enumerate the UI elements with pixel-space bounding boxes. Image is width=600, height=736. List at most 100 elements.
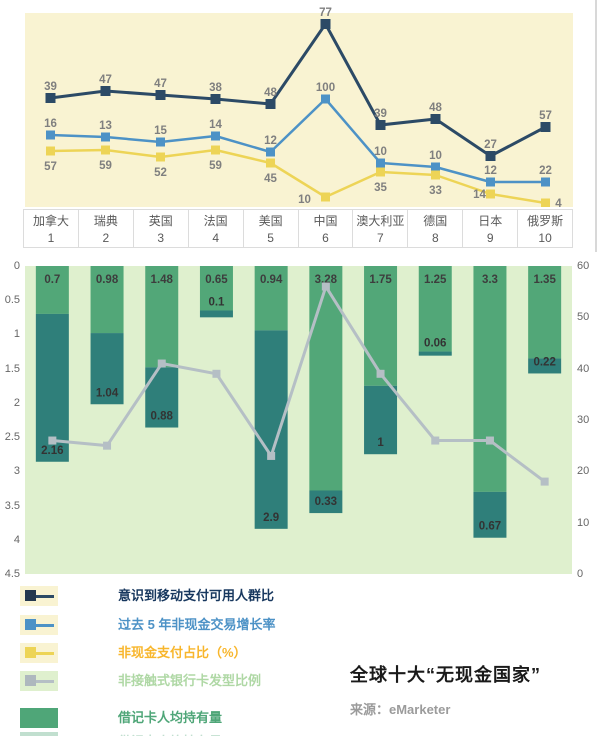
series-2-data-label: 4: [555, 198, 562, 207]
bar-segment-green: [364, 266, 398, 386]
legend-line-glyph: [34, 680, 54, 683]
bar-label-green: 0.65: [205, 274, 228, 286]
country-rank: 2: [102, 230, 110, 245]
series-2-data-label: 33: [429, 185, 442, 197]
series-1-data-label: 14: [209, 119, 222, 131]
series-2-data-label: 57: [44, 161, 57, 173]
bar-label-green: 0.94: [260, 274, 283, 286]
contactless-line-marker: [376, 369, 385, 378]
bar-segment-teal: [90, 333, 124, 405]
series-line-2: [50, 148, 546, 205]
left-axis-tick: 1: [13, 328, 20, 341]
legend-label-5: 借记卡人均持有量: [118, 710, 223, 725]
legend-item-4: 非接触式银行卡发型比例: [20, 671, 360, 691]
legend-item-1: 意识到移动支付可用人群比: [20, 586, 360, 606]
right-axis-tick: 60: [577, 260, 590, 272]
bar-segment-teal: [254, 330, 288, 529]
series-2-marker: [376, 167, 385, 177]
series-1-data-label: 12: [264, 135, 277, 147]
series-1-data-label: 100: [316, 82, 335, 94]
country-rank: 4: [212, 230, 220, 245]
series-0-marker: [265, 99, 276, 109]
bar-label-green: 1.48: [151, 274, 174, 286]
legend-marker-glyph: [25, 675, 36, 686]
series-0-marker: [45, 93, 56, 103]
contactless-line-marker: [321, 282, 330, 291]
series-0-data-label: 47: [154, 78, 167, 90]
country-rank: 7: [377, 230, 384, 245]
legend-swatch-5: [20, 708, 58, 728]
country-cell-7: 澳大利亚 7: [353, 209, 409, 248]
legend-swatch-2: [20, 615, 58, 635]
country-name: 俄罗斯: [527, 213, 564, 228]
legend-line-glyph: [34, 624, 54, 627]
source-label: 来源：eMarketer: [350, 702, 451, 717]
series-2-marker: [156, 152, 165, 162]
series-2-data-label: 59: [209, 160, 222, 172]
bar-segment-green: [199, 266, 233, 311]
bar-segment-teal: [473, 491, 507, 538]
bar-label-green: 1.35: [533, 274, 556, 286]
country-cell-3: 英国 3: [133, 209, 189, 248]
bar-segment-teal: [418, 351, 452, 356]
legend-label-2: 过去 5 年非现金交易增长率: [118, 617, 276, 632]
series-2-marker: [321, 192, 330, 202]
right-axis-tick: 20: [577, 465, 590, 478]
bar-label-green: 1.25: [424, 274, 447, 286]
country-name: 德国: [423, 213, 448, 228]
country-cell-5: 美国 5: [243, 209, 299, 248]
country-name: 美国: [258, 213, 283, 228]
chart-title: 全球十大“无现金国家”: [350, 665, 541, 685]
series-2-marker: [266, 158, 275, 168]
legend-line-glyph: [34, 595, 54, 598]
bar-segment-teal: [199, 310, 233, 318]
country-name: 法国: [203, 213, 228, 228]
series-2-marker: [101, 145, 110, 155]
country-rank: 9: [486, 230, 494, 245]
legend-label-1: 意识到移动支付可用人群比: [118, 588, 275, 603]
bar-segment-green: [309, 266, 343, 491]
bar-label-green: 0.98: [96, 274, 119, 286]
series-2-marker: [431, 170, 440, 180]
right-axis-tick: 10: [577, 516, 590, 529]
series-1-marker: [156, 137, 165, 147]
series-0-marker: [540, 122, 551, 132]
series-2-data-label: 52: [154, 167, 167, 179]
country-rank: 3: [157, 230, 165, 245]
right-axis-tick: 30: [577, 414, 590, 426]
top-line-chart: 39 47 47 38 48 77 39 48 27 57 16 13 15 14 12 100 10 10 12 2…: [25, 7, 573, 207]
country-name: 中国: [313, 213, 338, 228]
bar-segment-teal: [309, 490, 343, 514]
series-0-data-label: 39: [44, 81, 57, 93]
series-0-data-label: 27: [484, 139, 497, 151]
series-0-data-label: 77: [319, 7, 332, 19]
series-0-marker: [100, 86, 111, 96]
series-1-marker: [266, 147, 275, 157]
legend-label-3: 非现金支付占比（%）: [118, 645, 247, 660]
country-cell-4: 法国 4: [188, 209, 244, 248]
series-0-marker: [375, 120, 386, 130]
series-2-marker: [486, 189, 495, 199]
legend-label-4: 非接触式银行卡发型比例: [118, 673, 262, 688]
contactless-line-marker: [485, 436, 494, 445]
right-axis-tick: 0: [577, 568, 584, 580]
country-rank: 5: [267, 230, 274, 245]
series-1-marker: [486, 177, 495, 187]
series-0-marker: [320, 19, 331, 29]
bar-segment-green: [90, 266, 124, 334]
country-cell-8: 德国 8: [408, 209, 464, 248]
series-1-data-label: 10: [429, 150, 442, 162]
legend-item-5: 借记卡人均持有量: [20, 708, 360, 728]
bar-segment-green: [418, 266, 452, 352]
legend-line-glyph: [34, 652, 54, 655]
left-axis-tick: 4.5: [4, 568, 20, 580]
bar-label-green: 0.7: [44, 274, 60, 286]
series-2-data-label: 45: [264, 173, 277, 185]
contactless-line-marker: [267, 451, 276, 460]
right-edge-scrollbar[interactable]: [595, 0, 597, 252]
legend-swatch-4: [20, 671, 58, 691]
series-0-marker: [485, 151, 496, 161]
legend-marker-glyph: [25, 647, 36, 658]
country-name: 日本: [478, 213, 503, 228]
legend-item-3: 非现金支付占比（%）: [20, 643, 360, 663]
